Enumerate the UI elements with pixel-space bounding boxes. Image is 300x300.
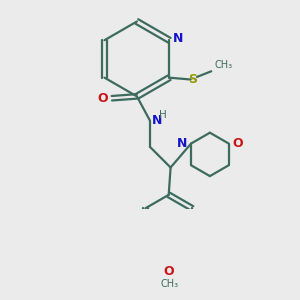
Text: N: N xyxy=(152,114,162,127)
Text: N: N xyxy=(177,137,188,150)
Text: H: H xyxy=(159,110,167,120)
Text: CH₃: CH₃ xyxy=(160,279,178,289)
Text: CH₃: CH₃ xyxy=(214,60,232,70)
Text: O: O xyxy=(98,92,108,105)
Text: O: O xyxy=(164,265,174,278)
Text: O: O xyxy=(232,137,243,150)
Text: N: N xyxy=(173,32,183,45)
Text: S: S xyxy=(188,73,197,86)
